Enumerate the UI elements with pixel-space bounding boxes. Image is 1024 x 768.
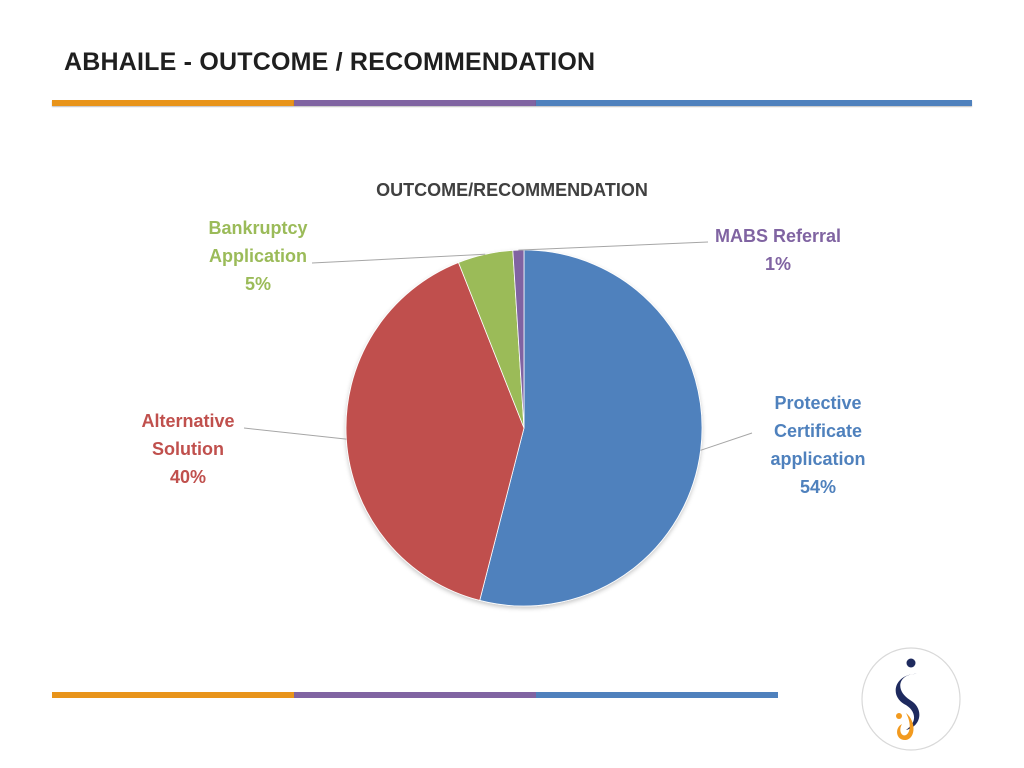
slice-alternative-solution	[345, 261, 525, 601]
top-divider-purple	[294, 100, 536, 106]
bottom-divider-blue	[536, 692, 778, 698]
slice-label-protective-certificate: Protective Certificate application 54%	[770, 393, 866, 497]
top-divider-blue	[536, 100, 972, 106]
s-figure-logo-icon	[860, 646, 962, 752]
slice-label-bankruptcy-application: Bankruptcy Application 5%	[208, 218, 308, 294]
chart-title: OUTCOME/RECOMMENDATION	[376, 180, 648, 200]
top-divider-orange	[52, 100, 294, 106]
leader-line-mabs-referral	[518, 241, 709, 251]
slide-title: ABHAILE - OUTCOME / RECOMMENDATION	[64, 48, 596, 76]
bottom-divider-purple	[294, 692, 536, 698]
leader-line-protective-certificate	[700, 432, 753, 451]
leader-line-bankruptcy-application	[311, 253, 486, 264]
slice-label-alternative-solution: Alternative Solution 40%	[141, 411, 235, 487]
slice-label-mabs-referral: MABS Referral 1%	[714, 226, 842, 274]
bottom-divider-orange	[52, 692, 294, 698]
leader-line-alternative-solution	[243, 427, 347, 440]
slice-protective-certificate	[479, 249, 703, 607]
